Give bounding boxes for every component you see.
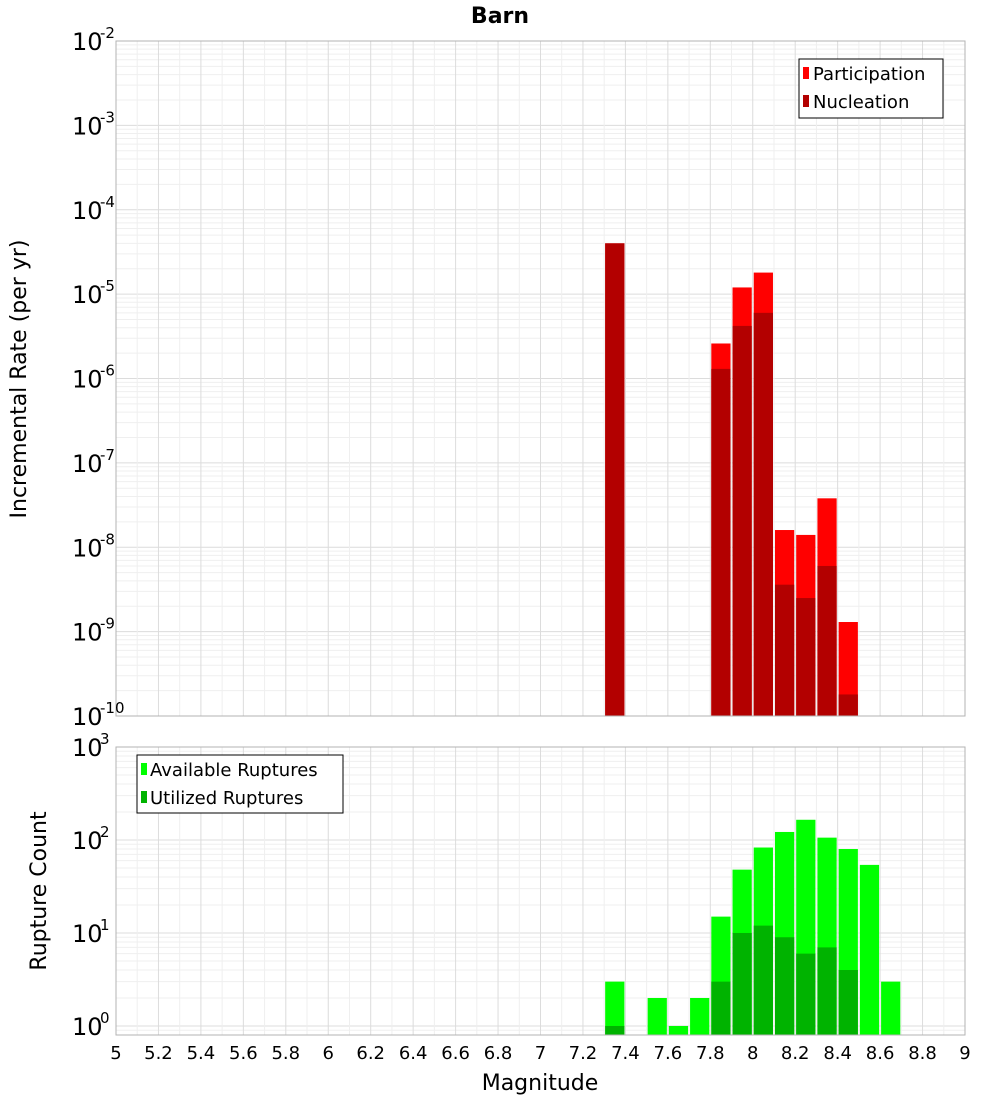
y-tick-label-exponent: 0 <box>100 1009 110 1027</box>
x-tick-label: 7.2 <box>569 1043 598 1064</box>
bar-utilized-ruptures <box>817 947 837 1035</box>
y-tick-label-exponent: -8 <box>100 530 115 548</box>
count-y-axis-label: Rupture Count <box>27 811 52 971</box>
rate-legend-box <box>798 58 944 119</box>
legend-swatch-participation <box>803 67 809 79</box>
x-tick-label: 5.4 <box>187 1043 216 1064</box>
count-panel-bars <box>605 819 901 1035</box>
x-tick-label: 7 <box>535 1043 546 1064</box>
bar-available-ruptures <box>668 1025 689 1035</box>
bar-nucleation <box>605 243 625 717</box>
rate-y-axis-label: Incremental Rate (per yr) <box>7 240 32 519</box>
x-tick-label: 6.8 <box>484 1043 513 1064</box>
bar-utilized-ruptures <box>711 981 731 1035</box>
legend-label-participation: Participation <box>813 64 925 85</box>
x-tick-label: 6.2 <box>356 1043 385 1064</box>
bar-available-ruptures <box>605 981 625 1035</box>
rate-legend: Participation Nucleation <box>798 58 944 119</box>
y-tick-label-base: 10 <box>72 450 103 478</box>
bar-nucleation <box>732 325 752 716</box>
y-tick-label-exponent: -7 <box>100 446 115 464</box>
bar-nucleation <box>838 694 858 716</box>
x-tick-label: 9 <box>959 1043 970 1064</box>
y-tick-label-exponent: -4 <box>100 193 115 211</box>
bar-nucleation <box>753 312 773 716</box>
x-tick-label: 5.2 <box>144 1043 173 1064</box>
y-tick-label-base: 10 <box>72 366 103 394</box>
x-tick-label: 8 <box>747 1043 758 1064</box>
rate-panel-frame <box>115 40 966 717</box>
y-tick-label-base: 10 <box>72 827 103 855</box>
y-tick-label-exponent: -10 <box>100 699 125 717</box>
legend-label-nucleation: Nucleation <box>813 92 909 113</box>
bar-nucleation <box>711 368 731 716</box>
legend-label-available-ruptures: Available Ruptures <box>150 760 318 781</box>
y-tick-label-exponent: 1 <box>100 916 110 934</box>
y-tick-label-base: 10 <box>72 1013 103 1041</box>
y-tick-label-exponent: 2 <box>100 823 110 841</box>
x-tick-label: 7.8 <box>696 1043 725 1064</box>
y-tick-label-base: 10 <box>72 197 103 225</box>
y-tick-label-base: 10 <box>72 619 103 647</box>
x-tick-label: 8.2 <box>781 1043 810 1064</box>
x-tick-label: 5 <box>110 1043 121 1064</box>
y-tick-label-base: 10 <box>72 281 103 309</box>
bar-utilized-ruptures <box>605 1025 625 1035</box>
y-tick-label-base: 10 <box>72 703 103 731</box>
bar-available-ruptures <box>859 864 880 1035</box>
y-tick-label-exponent: -5 <box>100 277 115 295</box>
y-tick-label-base: 10 <box>72 28 103 56</box>
bar-nucleation <box>817 565 837 716</box>
x-tick-label: 7.4 <box>611 1043 640 1064</box>
bar-utilized-ruptures <box>796 953 816 1035</box>
count-legend: Available Ruptures Utilized Ruptures <box>136 754 344 814</box>
bar-available-ruptures <box>647 997 667 1035</box>
y-tick-label-exponent: -3 <box>100 108 115 126</box>
legend-swatch-nucleation <box>803 95 809 107</box>
y-tick-label-exponent: -6 <box>100 362 115 380</box>
x-tick-label: 6.6 <box>441 1043 470 1064</box>
legend-label-utilized-ruptures: Utilized Ruptures <box>150 788 303 809</box>
x-tick-label: 8.4 <box>823 1043 852 1064</box>
legend-swatch-utilized-ruptures <box>141 791 147 803</box>
rate-panel-grid <box>115 40 966 717</box>
count-panel-x-ticks: 5 5.2 5.4 5.6 5.8 6 6.2 6.4 6.6 6.8 7 7.2 7.4 7.6 7.8 8… <box>110 1043 970 1064</box>
bar-utilized-ruptures <box>732 932 752 1035</box>
y-tick-label-exponent: -9 <box>100 615 115 633</box>
bar-utilized-ruptures <box>838 969 858 1035</box>
y-tick-label-base: 10 <box>72 112 103 140</box>
x-tick-label: 7.6 <box>654 1043 683 1064</box>
x-tick-label: 6.4 <box>399 1043 428 1064</box>
bar-nucleation <box>796 598 816 716</box>
x-tick-label: 8.6 <box>866 1043 895 1064</box>
x-tick-label: 5.8 <box>271 1043 300 1064</box>
count-legend-box <box>136 754 344 814</box>
bar-utilized-ruptures <box>774 937 795 1035</box>
chart-title: Barn <box>471 4 529 29</box>
y-tick-label-exponent: 3 <box>100 730 110 748</box>
y-tick-label-exponent: -2 <box>100 24 115 42</box>
count-panel-frame <box>115 746 966 1036</box>
bar-available-ruptures <box>690 997 710 1035</box>
x-axis-label: Magnitude <box>482 1071 599 1096</box>
legend-swatch-available-ruptures <box>141 763 147 775</box>
y-tick-label-base: 10 <box>72 534 103 562</box>
bar-participation <box>838 622 858 716</box>
bar-utilized-ruptures <box>753 925 773 1035</box>
bar-available-ruptures <box>881 981 901 1035</box>
bar-nucleation <box>774 584 795 716</box>
x-tick-label: 8.8 <box>908 1043 937 1064</box>
x-tick-label: 6 <box>323 1043 334 1064</box>
y-tick-label-base: 10 <box>72 920 103 948</box>
rate-panel-bars <box>605 243 858 717</box>
y-tick-label-base: 10 <box>72 734 103 762</box>
x-tick-label: 5.6 <box>229 1043 258 1064</box>
